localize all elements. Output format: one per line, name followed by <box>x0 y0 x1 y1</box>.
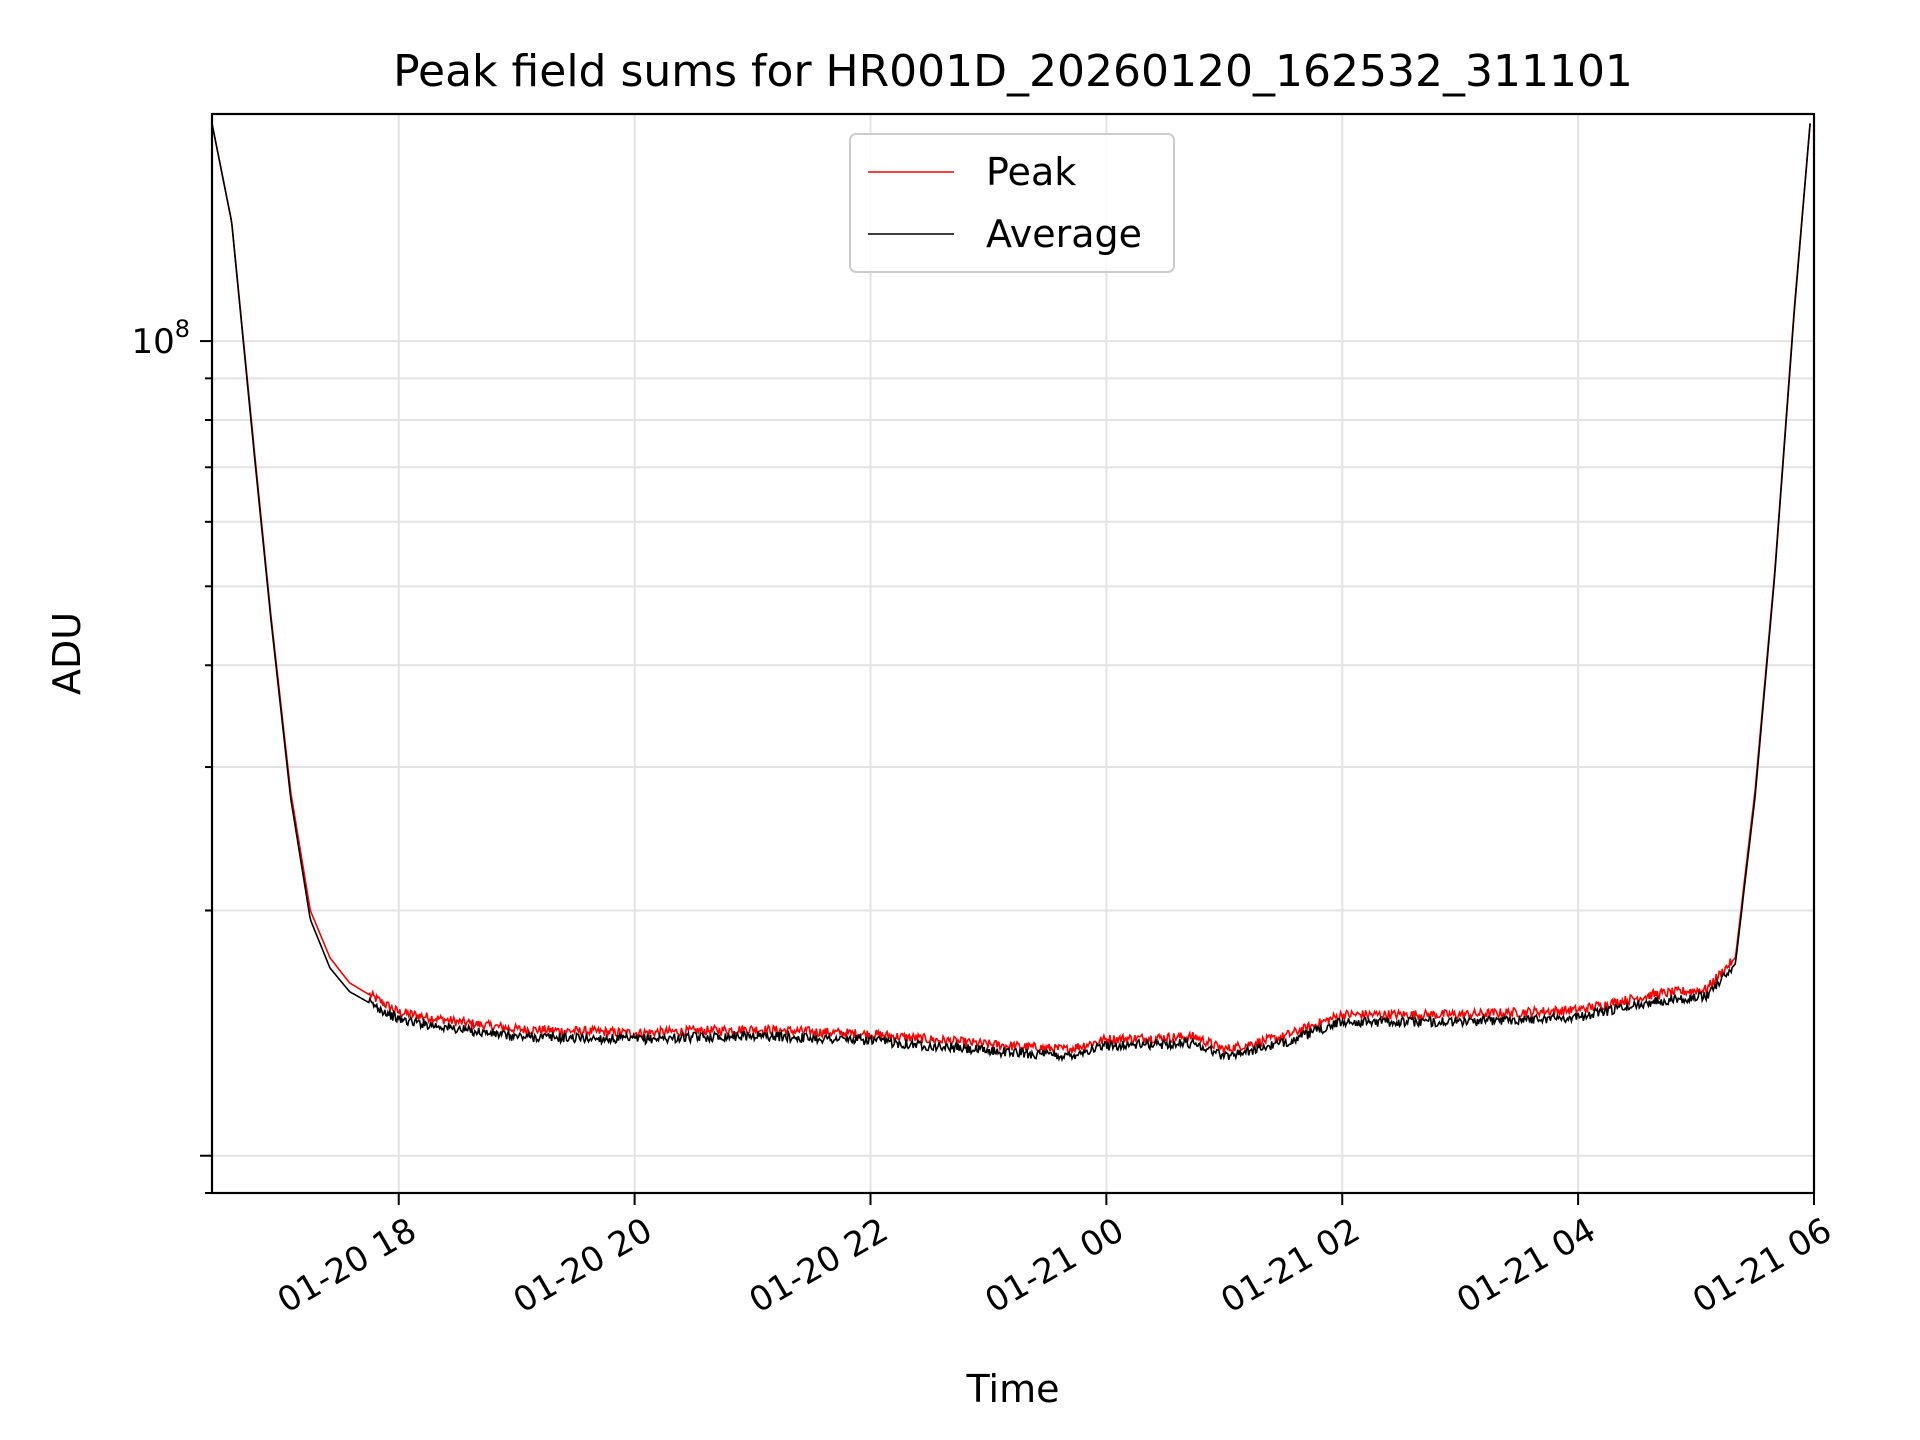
legend-box <box>849 133 1175 273</box>
series-line-average <box>212 123 1811 1063</box>
y-tick-label: 108 <box>131 315 190 362</box>
legend-label-average: Average <box>986 212 1142 256</box>
legend-label-peak: Peak <box>986 150 1076 194</box>
y-tick-base: 10 <box>131 322 174 362</box>
y-axis-label: ADU <box>45 612 89 695</box>
x-axis-label: Time <box>966 1367 1060 1411</box>
series-lines <box>212 123 1811 1063</box>
chart-title: Peak field sums for HR001D_20260120_1625… <box>393 46 1633 97</box>
legend: Peak Average <box>849 133 1175 273</box>
series-line-peak <box>212 123 1811 1057</box>
plot-area-frame <box>210 112 1816 1195</box>
y-tick-exponent: 8 <box>175 315 190 343</box>
